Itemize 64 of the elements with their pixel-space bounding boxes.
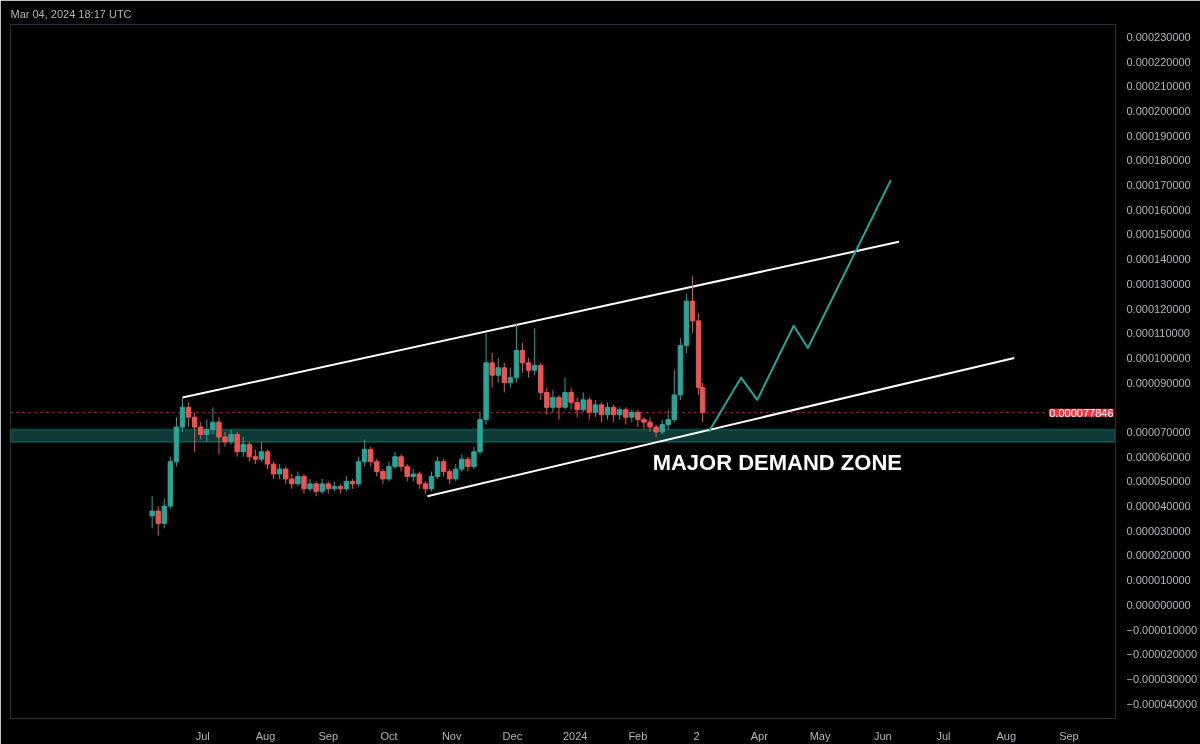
x-tick-label: Jul xyxy=(195,729,210,742)
candlestick xyxy=(489,352,495,389)
x-tick-label: 2024 xyxy=(562,729,588,742)
y-tick-label: 0.000110000 xyxy=(1126,327,1190,340)
y-tick-label: −0.000030000 xyxy=(1126,672,1198,685)
candlestick xyxy=(149,495,155,529)
y-tick-label: 0.000070000 xyxy=(1126,426,1191,439)
y-tick-label: 0.000020000 xyxy=(1126,549,1191,562)
y-tick-label: 0.000100000 xyxy=(1126,351,1191,364)
y-tick-label: 0.000040000 xyxy=(1126,500,1191,513)
candlestick xyxy=(586,396,593,421)
candlestick xyxy=(301,473,307,495)
y-tick-label: 0.000030000 xyxy=(1126,524,1191,537)
y-tick-label: −0.000020000 xyxy=(1126,648,1198,661)
y-tick-label: 0.000050000 xyxy=(1126,475,1191,488)
x-tick-label: Jul xyxy=(936,729,951,742)
x-tick-label: Sep xyxy=(318,729,339,742)
x-tick-label: 2 xyxy=(693,729,700,742)
candlestick xyxy=(501,362,508,393)
candlestick xyxy=(598,401,605,423)
y-tick-label: 0.000180000 xyxy=(1126,154,1191,167)
x-tick-label: Aug xyxy=(255,729,276,742)
y-tick-label: 0.000090000 xyxy=(1126,376,1191,389)
candlestick xyxy=(155,505,161,537)
x-tick-label: Feb xyxy=(628,729,648,742)
candlestick xyxy=(562,377,568,411)
candlestick xyxy=(240,436,246,458)
x-tick-label: Sep xyxy=(1059,729,1079,742)
y-tick-label: 0.000220000 xyxy=(1126,55,1191,68)
candlestick xyxy=(465,456,471,473)
x-tick-label: Dec xyxy=(502,729,523,742)
y-tick-label: 0.000130000 xyxy=(1126,277,1191,290)
band-label: MAJOR DEMAND ZONE xyxy=(652,449,902,475)
y-tick-label: 0.000230000 xyxy=(1126,30,1191,43)
x-tick-label: Aug xyxy=(996,729,1017,742)
candlestick xyxy=(495,357,501,384)
y-tick-label: 0.000160000 xyxy=(1126,203,1191,216)
ref-line-label: 0.000077846 xyxy=(1049,406,1114,419)
line-series xyxy=(707,179,892,434)
x-tick-label: Nov xyxy=(441,729,462,742)
y-tick-label: 0.000120000 xyxy=(1126,302,1191,315)
y-tick-label: 0.000140000 xyxy=(1126,253,1191,266)
y-tick-label: 0.000010000 xyxy=(1126,574,1191,587)
x-tick-label: Apr xyxy=(750,729,769,742)
candlestick xyxy=(258,441,265,463)
y-tick-label: 0.000170000 xyxy=(1126,179,1191,192)
y-tick-label: 0.000190000 xyxy=(1126,129,1191,142)
candlestick xyxy=(307,478,313,492)
candlestick xyxy=(550,389,556,413)
y-tick-label: 0.000210000 xyxy=(1126,80,1191,93)
x-tick-label: Oct xyxy=(380,729,398,742)
candlestick xyxy=(234,431,240,458)
y-tick-label: 0.000150000 xyxy=(1126,228,1191,241)
y-tick-label: 0.000000000 xyxy=(1126,598,1191,611)
candlestick xyxy=(556,394,562,421)
candlestick xyxy=(531,327,538,376)
y-tick-label: −0.000040000 xyxy=(1126,697,1198,710)
x-tick-label: May xyxy=(809,729,831,742)
y-tick-label: 0.000060000 xyxy=(1126,450,1191,463)
x-tick-label: Jun xyxy=(873,729,892,742)
y-tick-label: 0.000200000 xyxy=(1126,104,1191,117)
text: Mar 04, 2024 18:17 UTC xyxy=(10,7,132,20)
y-tick-label: −0.000010000 xyxy=(1126,623,1198,636)
candlestick xyxy=(580,391,586,413)
